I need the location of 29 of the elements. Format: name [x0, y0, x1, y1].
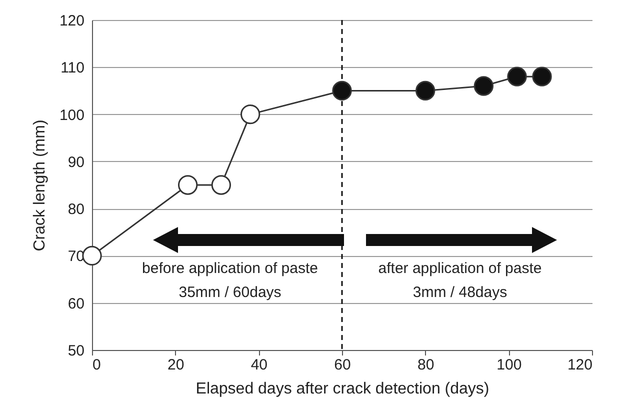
point	[416, 80, 436, 101]
annotation: 35mm / 60days	[178, 284, 282, 301]
point	[507, 66, 527, 86]
point	[532, 66, 552, 86]
x-tick-label: 40	[250, 356, 268, 374]
annotation: after application of paste	[378, 260, 542, 277]
y-tick-label: 80	[68, 201, 84, 218]
point	[211, 175, 231, 195]
y-tick-label: 90	[68, 154, 84, 171]
point	[240, 104, 260, 124]
point	[82, 246, 102, 266]
x-tick-label: 20	[167, 356, 184, 374]
y-tick-label: 100	[59, 106, 84, 124]
x-tick-label: 0	[92, 356, 101, 374]
point	[332, 80, 352, 101]
x-tick-label: 120	[567, 356, 592, 374]
y-tick-label: 120	[59, 12, 84, 30]
point	[178, 175, 198, 195]
annotation: 3mm / 48days	[412, 284, 508, 301]
y-tick-label: 110	[60, 60, 84, 77]
x-tick-label: 100	[496, 356, 522, 374]
x-tick-label: 60	[334, 356, 351, 374]
x-axis-title: Elapsed days after crack detection (days)	[196, 380, 490, 398]
y-axis-title: Crack length (mm)	[31, 120, 48, 252]
annotation: before application of paste	[142, 260, 318, 277]
y-tick-label: 50	[68, 342, 84, 360]
x-tick-label: 80	[417, 356, 434, 374]
y-tick-label: 60	[68, 295, 84, 312]
point	[474, 76, 494, 96]
